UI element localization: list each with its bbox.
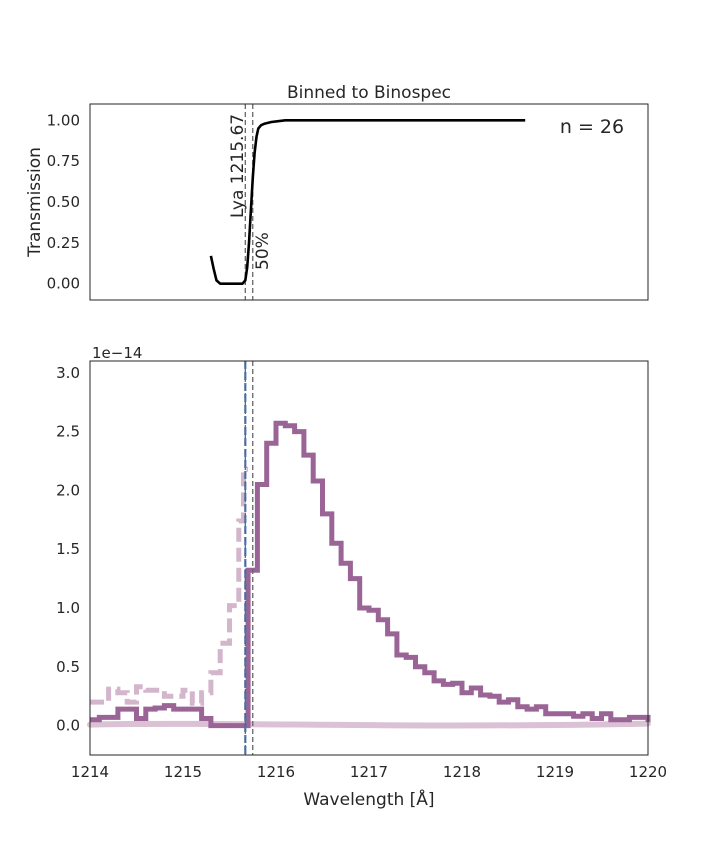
bottom-y-tick-labels: 0.0 0.5 1.0 1.5 2.0 2.5 3.0 <box>56 364 80 735</box>
bottom-y-tick-label: 2.0 <box>56 481 80 499</box>
transmission-curve <box>209 119 526 285</box>
bottom-x-tick-label: 1219 <box>536 763 574 781</box>
binned-flux-step <box>90 420 651 729</box>
top-panel: Binned to Binospec 0.000.250.500.751.00 … <box>25 83 649 301</box>
bottom-axes-frame <box>89 360 649 756</box>
bottom-x-tick-label: 1216 <box>257 763 295 781</box>
fifty-percent-label: 50% <box>253 232 273 270</box>
n-count-annotation: n = 26 <box>560 116 624 138</box>
bottom-panel: 1e−14 0.0 0.5 1.0 1.5 2.0 2.5 3.0 1214 1215 1216… <box>56 344 667 810</box>
bottom-y-tick-label: 3.0 <box>56 364 80 382</box>
bottom-y-tick-label: 2.5 <box>56 423 80 441</box>
top-panel-title: Binned to Binospec <box>287 83 451 103</box>
bottom-x-tick-label: 1218 <box>443 763 481 781</box>
unbinned-flux-dashed <box>90 466 249 706</box>
top-plot-content <box>209 104 526 300</box>
bottom-x-tick-labels: 1214 1215 1216 1217 1218 1219 1220 <box>71 763 667 781</box>
top-y-tick-label: 0.25 <box>47 234 80 252</box>
bottom-y-tick-label: 0.5 <box>56 658 80 676</box>
bottom-plot-content <box>87 361 651 755</box>
top-axes-frame <box>89 103 649 301</box>
bottom-y-tick-label: 1.5 <box>56 540 80 558</box>
error-band <box>87 720 651 729</box>
bottom-x-tick-label: 1220 <box>629 763 667 781</box>
lya-line-label: Lya 1215.67 <box>228 114 248 218</box>
bottom-x-tick-label: 1217 <box>350 763 388 781</box>
top-y-tick-label: 0.75 <box>47 152 80 170</box>
bottom-y-tick-label: 1.0 <box>56 599 80 617</box>
x-axis-label: Wavelength [Å] <box>303 788 434 810</box>
top-y-tick-label: 1.00 <box>47 111 80 129</box>
top-y-tick-label: 0.00 <box>47 275 80 293</box>
top-y-axis-label: Transmission <box>25 147 45 258</box>
top-y-tick-labels: 0.00 0.25 0.50 0.75 1.00 <box>47 111 80 292</box>
top-y-tick-label: 0.50 <box>47 193 80 211</box>
bottom-x-tick-label: 1215 <box>164 763 202 781</box>
bottom-y-tick-label: 0.0 <box>56 717 80 735</box>
y-offset-text: 1e−14 <box>92 344 142 362</box>
bottom-x-tick-label: 1214 <box>71 763 109 781</box>
